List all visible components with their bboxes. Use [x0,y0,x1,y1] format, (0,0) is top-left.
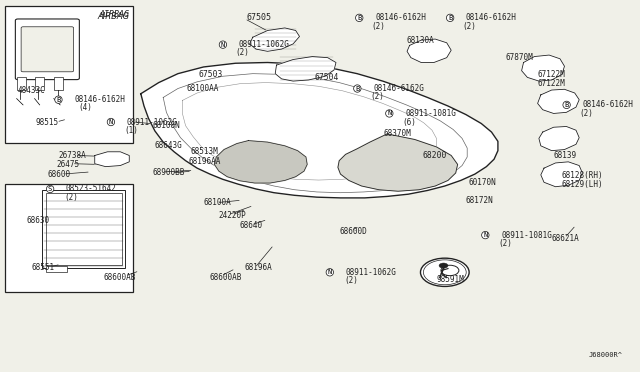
Text: 68200: 68200 [422,151,447,160]
Text: B: B [56,97,61,103]
Polygon shape [538,89,579,113]
Polygon shape [539,126,579,151]
Text: 68513M: 68513M [191,147,218,156]
Text: 68600D: 68600D [339,227,367,236]
FancyBboxPatch shape [35,77,44,90]
Text: 24220P: 24220P [219,211,246,219]
Text: 98591M: 98591M [436,275,464,284]
Text: N: N [328,269,332,275]
Text: AIRBAG: AIRBAG [99,10,129,19]
Text: (2): (2) [64,193,78,202]
Text: 67504: 67504 [315,73,339,82]
Text: 68621A: 68621A [552,234,579,243]
Text: 08146-6162H: 08146-6162H [74,95,125,104]
Text: 68100A: 68100A [204,198,231,207]
Text: 68100AA: 68100AA [187,84,220,93]
Text: (4): (4) [78,103,92,112]
Polygon shape [338,134,458,191]
Text: 68630: 68630 [27,216,50,225]
FancyBboxPatch shape [54,77,63,90]
Text: N: N [109,119,113,125]
Text: 08523-51642: 08523-51642 [66,185,116,193]
Text: B: B [564,102,569,108]
Text: 68108N: 68108N [152,121,180,130]
Text: 68900BB: 68900BB [152,169,185,177]
Polygon shape [95,152,129,167]
Text: 68640: 68640 [240,221,263,230]
Text: 68139: 68139 [554,151,577,160]
Polygon shape [214,141,307,183]
Text: 68551: 68551 [32,263,55,272]
Text: 67503: 67503 [198,70,223,79]
Polygon shape [141,62,498,198]
Text: 68129(LH): 68129(LH) [562,180,604,189]
Text: AIRBAG: AIRBAG [98,12,130,21]
Text: 68600AB: 68600AB [104,273,136,282]
Text: 08911-1062G: 08911-1062G [346,268,396,277]
Text: (2): (2) [498,239,512,248]
Circle shape [439,263,448,268]
Text: 67505: 67505 [246,13,271,22]
FancyBboxPatch shape [46,266,67,272]
Text: 08146-6162H: 08146-6162H [375,13,426,22]
Text: N: N [387,110,392,116]
Text: 08146-6162H: 08146-6162H [582,100,633,109]
Text: J68000R^: J68000R^ [589,352,623,358]
Text: (6): (6) [402,118,416,126]
Polygon shape [522,55,564,81]
Text: B: B [355,86,360,92]
Text: B: B [448,15,452,21]
Text: 08146-6162G: 08146-6162G [373,84,424,93]
FancyBboxPatch shape [5,6,133,143]
Text: (2): (2) [236,48,250,57]
Text: 67870M: 67870M [506,53,533,62]
Polygon shape [250,28,300,51]
Text: 08911-1081G: 08911-1081G [501,231,552,240]
Text: 48433C: 48433C [18,86,45,94]
FancyBboxPatch shape [17,77,26,90]
Polygon shape [541,162,582,187]
Text: S: S [48,186,52,192]
Polygon shape [407,39,451,62]
Text: (2): (2) [579,109,593,118]
Text: 68600: 68600 [48,170,71,179]
Text: 08911-1062G: 08911-1062G [239,40,289,49]
Text: 67122M: 67122M [538,79,565,88]
Text: 67122M: 67122M [538,70,565,79]
Text: (2): (2) [462,22,476,31]
Polygon shape [42,190,125,268]
Text: 68196A: 68196A [244,263,272,272]
Text: 68128(RH): 68128(RH) [562,171,604,180]
FancyBboxPatch shape [5,184,133,292]
Text: 68370M: 68370M [384,129,412,138]
Text: 68643G: 68643G [155,141,182,150]
Text: (2): (2) [370,92,384,101]
Text: 26475: 26475 [56,160,79,169]
Text: 68600AB: 68600AB [210,273,243,282]
Text: 68130A: 68130A [406,36,434,45]
Text: N: N [221,42,225,48]
Text: (2): (2) [344,276,358,285]
FancyBboxPatch shape [21,27,74,72]
Text: 08911-1062G: 08911-1062G [127,118,177,126]
Text: 26738A: 26738A [59,151,86,160]
Polygon shape [275,57,336,81]
Text: 60170N: 60170N [468,178,496,187]
Text: N: N [483,232,488,238]
Text: 08146-6162H: 08146-6162H [466,13,516,22]
Text: 98515: 98515 [35,118,58,126]
Text: 08911-1081G: 08911-1081G [405,109,456,118]
Circle shape [420,258,469,286]
Text: (2): (2) [371,22,385,31]
Text: 68196AA: 68196AA [189,157,221,166]
Text: 68172N: 68172N [466,196,493,205]
Text: (1): (1) [125,126,139,135]
FancyBboxPatch shape [15,19,79,80]
Text: B: B [357,15,362,21]
